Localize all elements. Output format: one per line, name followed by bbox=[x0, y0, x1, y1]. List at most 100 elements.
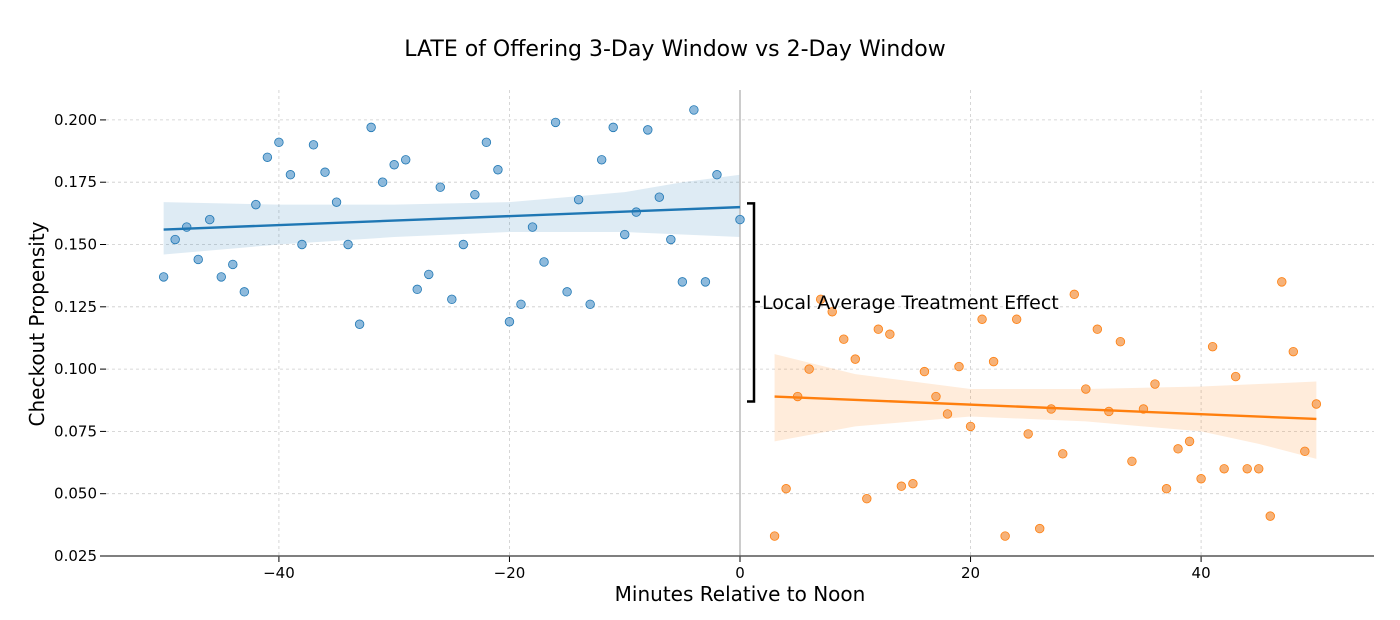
fit-line-1 bbox=[163, 205, 741, 231]
x-tick-label: 20 bbox=[961, 564, 980, 582]
scatter-point-1 bbox=[596, 155, 607, 165]
scatter-point-2 bbox=[1242, 464, 1252, 474]
scatter-point-1 bbox=[677, 277, 688, 287]
x-tick-label: −20 bbox=[494, 564, 526, 582]
scatter-point-1 bbox=[689, 105, 699, 115]
bracket bbox=[747, 202, 756, 403]
late-annotation: Local Average Treatment Effect bbox=[747, 202, 1059, 403]
scatter-point-1 bbox=[654, 192, 665, 202]
scatter-point-2 bbox=[804, 364, 814, 374]
scatter-point-2 bbox=[1150, 379, 1160, 389]
scatter-point-1 bbox=[585, 299, 595, 310]
scatter-point-1 bbox=[170, 234, 180, 245]
scatter-point-2 bbox=[954, 361, 964, 372]
scatter-point-1 bbox=[158, 272, 169, 282]
scatter-point-1 bbox=[550, 117, 561, 128]
scatter-point-2 bbox=[1173, 444, 1183, 454]
scatter-point-2 bbox=[1219, 464, 1229, 474]
scatter-point-2 bbox=[1035, 523, 1045, 534]
scatter-point-2 bbox=[885, 329, 895, 339]
y-tick-label: 0.075 bbox=[54, 422, 97, 440]
scatter-point-1 bbox=[458, 239, 469, 250]
y-tick-label: 0.050 bbox=[54, 485, 97, 503]
scatter-point-1 bbox=[239, 287, 250, 297]
confidence-band-2 bbox=[774, 354, 1317, 459]
scatter-point-1 bbox=[562, 287, 572, 297]
y-axis-label: Checkout Propensity bbox=[25, 221, 49, 426]
chart-title: LATE of Offering 3-Day Window vs 2-Day W… bbox=[404, 37, 945, 62]
scatter-point-1 bbox=[389, 160, 399, 170]
confidence-band-1 bbox=[163, 174, 741, 255]
scatter-point-2 bbox=[1127, 456, 1137, 467]
scatter-point-2 bbox=[1069, 289, 1079, 300]
scatter-point-1 bbox=[735, 214, 745, 225]
scatter-point-2 bbox=[942, 409, 953, 419]
x-tick-label: −40 bbox=[263, 564, 295, 582]
scatter-point-2 bbox=[815, 294, 826, 305]
scatter-point-2 bbox=[850, 354, 860, 364]
scatter-point-2 bbox=[1254, 464, 1264, 474]
scatter-point-1 bbox=[331, 197, 342, 207]
y-tick-label: 0.175 bbox=[54, 173, 97, 191]
scatter-point-1 bbox=[285, 170, 296, 180]
scatter-point-1 bbox=[297, 239, 307, 250]
scatter-points bbox=[158, 105, 1322, 541]
scatter-point-1 bbox=[343, 239, 353, 250]
scatter-point-1 bbox=[205, 214, 215, 225]
scatter-point-2 bbox=[1023, 429, 1033, 439]
scatter-point-2 bbox=[1288, 346, 1299, 357]
y-tick-label: 0.125 bbox=[54, 298, 97, 316]
scatter-point-1 bbox=[712, 170, 722, 180]
scatter-point-2 bbox=[988, 356, 999, 367]
scatter-point-2 bbox=[1277, 277, 1287, 287]
scatter-point-1 bbox=[620, 229, 630, 240]
scatter-point-2 bbox=[827, 307, 837, 317]
scatter-point-2 bbox=[919, 366, 930, 377]
scatter-point-2 bbox=[862, 493, 872, 504]
scatter-point-1 bbox=[274, 137, 284, 148]
scatter-point-1 bbox=[354, 319, 365, 329]
scatter-point-1 bbox=[700, 277, 711, 287]
scatter-point-2 bbox=[1011, 314, 1022, 324]
scatter-point-2 bbox=[1230, 371, 1241, 382]
y-tick-label: 0.100 bbox=[54, 360, 97, 378]
scatter-point-1 bbox=[493, 165, 503, 175]
scatter-point-1 bbox=[470, 189, 480, 200]
scatter-point-2 bbox=[1311, 399, 1322, 409]
confidence-bands bbox=[163, 174, 1317, 459]
scatter-point-2 bbox=[1184, 436, 1195, 447]
scatter-point-2 bbox=[908, 479, 918, 489]
scatter-point-1 bbox=[251, 199, 261, 210]
x-axis-label: Minutes Relative to Noon bbox=[615, 582, 866, 606]
scatter-point-2 bbox=[977, 314, 987, 324]
scatter-point-2 bbox=[1161, 484, 1172, 494]
grid-lines bbox=[106, 90, 1374, 557]
scatter-point-1 bbox=[608, 122, 618, 133]
scatter-point-1 bbox=[262, 152, 273, 162]
scatter-point-1 bbox=[435, 182, 445, 192]
scatter-point-1 bbox=[216, 272, 226, 282]
scatter-point-2 bbox=[781, 484, 791, 494]
scatter-point-1 bbox=[320, 167, 330, 177]
scatter-point-2 bbox=[1265, 511, 1275, 521]
scatter-point-1 bbox=[573, 194, 584, 205]
annotation-label: Local Average Treatment Effect bbox=[762, 292, 1059, 314]
scatter-point-1 bbox=[424, 269, 434, 280]
scatter-point-2 bbox=[1300, 446, 1310, 457]
scatter-point-2 bbox=[931, 391, 941, 402]
scatter-point-2 bbox=[1115, 336, 1126, 347]
scatter-point-1 bbox=[366, 122, 376, 133]
scatter-point-2 bbox=[769, 531, 780, 541]
y-tick-label: 0.200 bbox=[54, 111, 97, 129]
scatter-point-1 bbox=[447, 294, 457, 305]
scatter-point-1 bbox=[308, 140, 319, 150]
scatter-point-1 bbox=[643, 125, 653, 135]
scatter-point-1 bbox=[228, 259, 238, 270]
fit-lines bbox=[163, 205, 1317, 421]
scatter-point-1 bbox=[377, 177, 388, 187]
axes: 0.025 0.050 0.075 0.100 0.125 0.150 0.175 0.200… bbox=[54, 111, 1374, 582]
x-tick-label: 0 bbox=[735, 564, 745, 582]
fit-line-2 bbox=[774, 395, 1317, 421]
